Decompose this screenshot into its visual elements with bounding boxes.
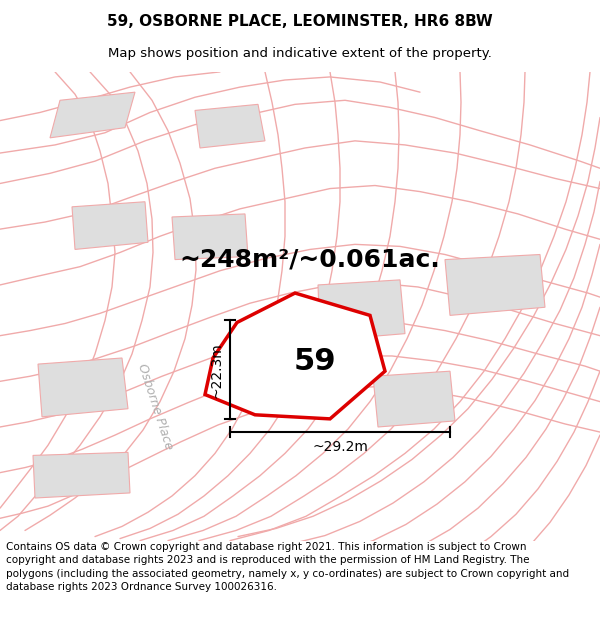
Polygon shape <box>50 92 135 138</box>
Text: ~248m²/~0.061ac.: ~248m²/~0.061ac. <box>179 248 440 272</box>
Polygon shape <box>33 452 130 498</box>
Text: Osborne Place: Osborne Place <box>135 362 175 451</box>
Text: 59, OSBORNE PLACE, LEOMINSTER, HR6 8BW: 59, OSBORNE PLACE, LEOMINSTER, HR6 8BW <box>107 14 493 29</box>
Polygon shape <box>72 202 148 249</box>
Text: Map shows position and indicative extent of the property.: Map shows position and indicative extent… <box>108 48 492 61</box>
Polygon shape <box>195 104 265 148</box>
Polygon shape <box>172 214 248 259</box>
Text: Contains OS data © Crown copyright and database right 2021. This information is : Contains OS data © Crown copyright and d… <box>6 542 569 592</box>
Text: 59: 59 <box>293 346 337 376</box>
Text: ~22.3m: ~22.3m <box>209 342 223 398</box>
Polygon shape <box>318 280 405 341</box>
Polygon shape <box>445 254 545 316</box>
Polygon shape <box>373 371 455 427</box>
Polygon shape <box>38 358 128 417</box>
Text: ~29.2m: ~29.2m <box>312 440 368 454</box>
Polygon shape <box>205 293 385 419</box>
